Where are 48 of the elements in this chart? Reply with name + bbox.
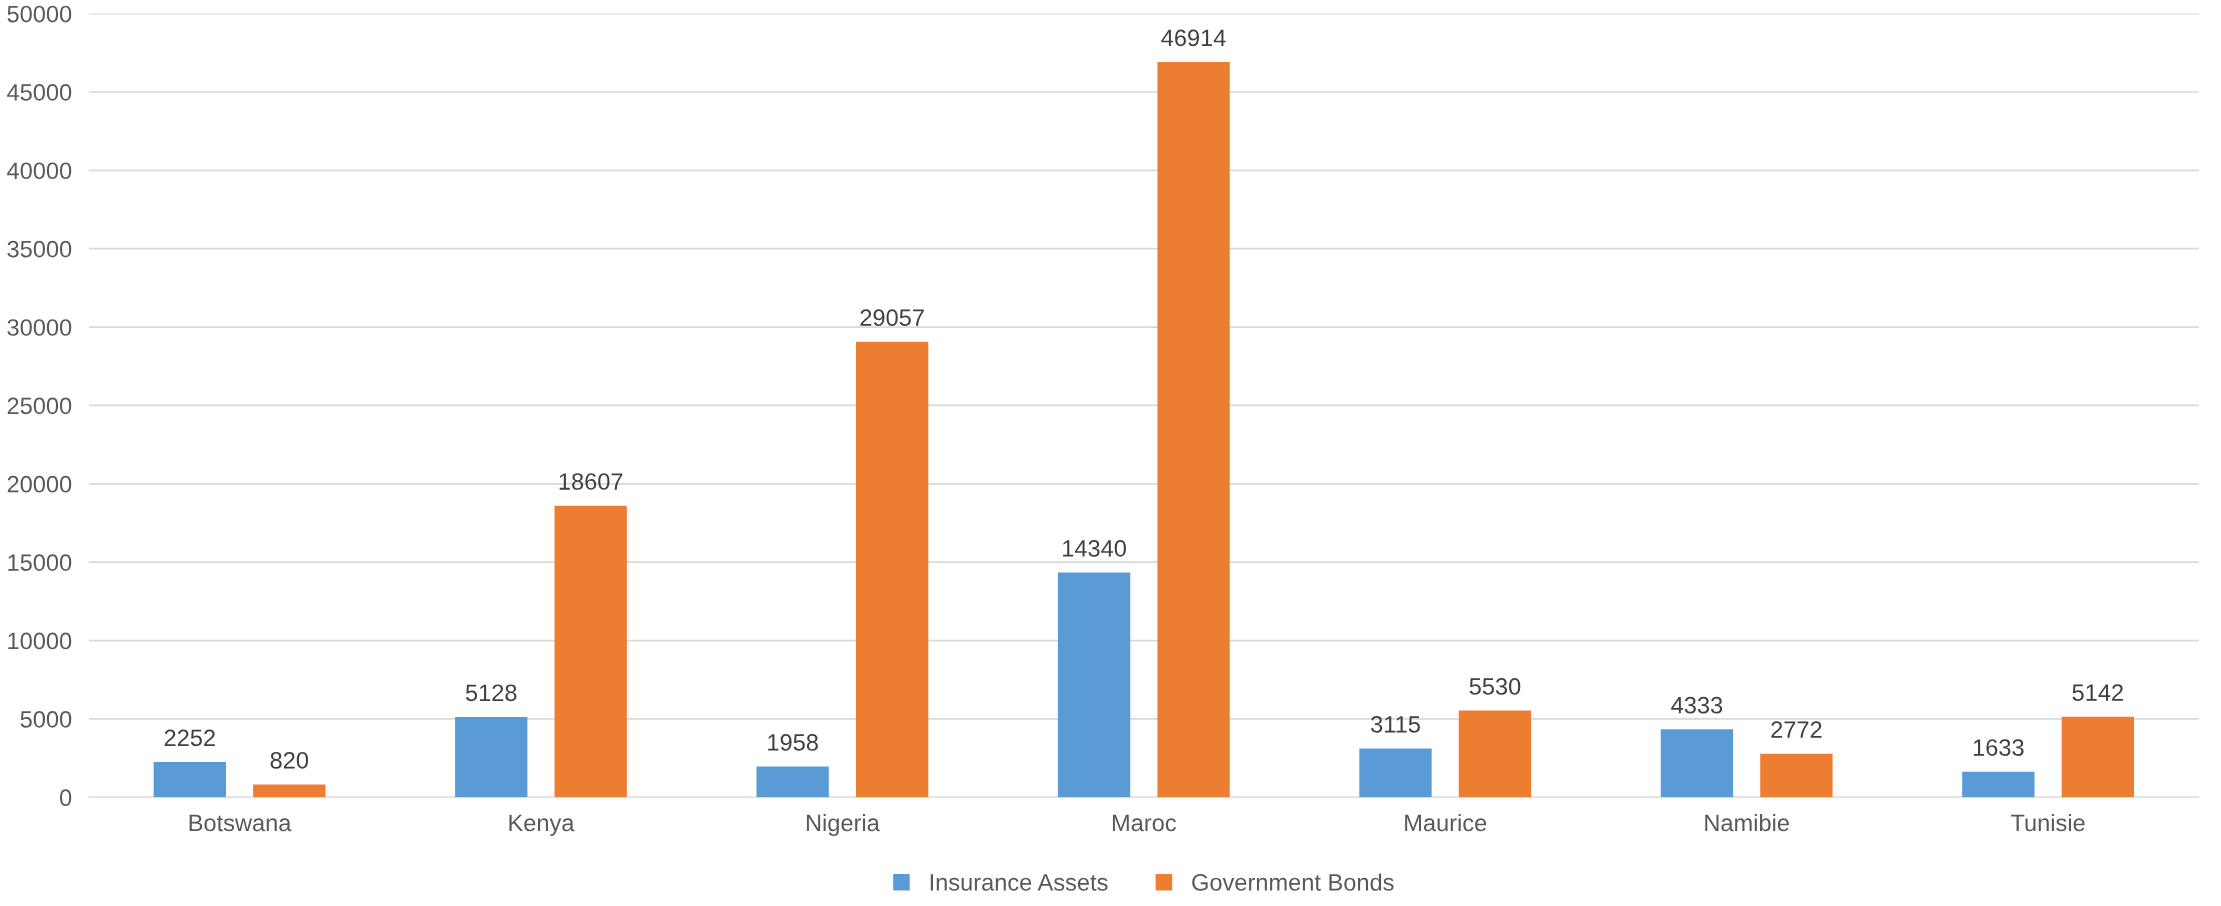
legend-label: Insurance Assets xyxy=(930,874,1108,891)
data-label: 820 xyxy=(270,751,309,769)
bar xyxy=(455,716,528,798)
bar xyxy=(1962,771,2035,798)
data-label: 5128 xyxy=(465,684,517,702)
data-label: 2252 xyxy=(164,729,215,747)
y-tick-label: 40000 xyxy=(7,162,72,180)
y-tick-label: 45000 xyxy=(7,84,72,101)
y-tick-label: 30000 xyxy=(7,319,72,336)
y-tick-label: 10000 xyxy=(8,632,72,650)
bar xyxy=(756,766,829,798)
x-tick-label: Maroc xyxy=(1112,814,1176,832)
bar xyxy=(253,784,326,798)
y-tick-label: 25000 xyxy=(7,397,72,415)
data-label: 5142 xyxy=(2072,684,2123,701)
bar xyxy=(153,761,226,798)
bar xyxy=(855,341,929,798)
x-tick-label: Tunisie xyxy=(2011,813,2085,832)
y-tick-label: 5000 xyxy=(20,710,72,728)
y-tick-label: 20000 xyxy=(7,475,72,493)
data-label: 2772 xyxy=(1771,721,1822,738)
x-tick-label: Kenya xyxy=(509,814,575,836)
data-label: 46914 xyxy=(1161,29,1226,47)
bar xyxy=(1458,710,1532,798)
data-label: 5530 xyxy=(1469,678,1521,695)
y-tick-label: 15000 xyxy=(8,554,72,571)
bar xyxy=(1359,748,1432,798)
data-label: 1633 xyxy=(1973,739,2024,756)
bar xyxy=(1760,753,1833,798)
data-label: 3115 xyxy=(1371,715,1420,733)
bar xyxy=(1157,61,1230,798)
data-label: 29057 xyxy=(860,309,924,327)
y-tick-label: 50000 xyxy=(7,5,72,23)
data-label: 18607 xyxy=(559,473,623,490)
bar xyxy=(554,505,627,798)
bar xyxy=(2061,716,2134,798)
y-tick-label: 35000 xyxy=(7,240,72,258)
bar xyxy=(1057,572,1131,798)
data-label: 4333 xyxy=(1671,696,1723,714)
bar xyxy=(1660,729,1734,798)
data-label: 14340 xyxy=(1063,540,1126,557)
x-tick-label: Botswana xyxy=(189,814,292,832)
y-tick-label: 0 xyxy=(59,789,72,807)
x-tick-label: Nigeria xyxy=(806,813,880,836)
data-label: 1958 xyxy=(768,734,818,751)
x-tick-label: Namibie xyxy=(1705,813,1789,832)
legend-label: Government Bonds xyxy=(1192,873,1394,891)
x-tick-label: Maurice xyxy=(1405,813,1487,832)
